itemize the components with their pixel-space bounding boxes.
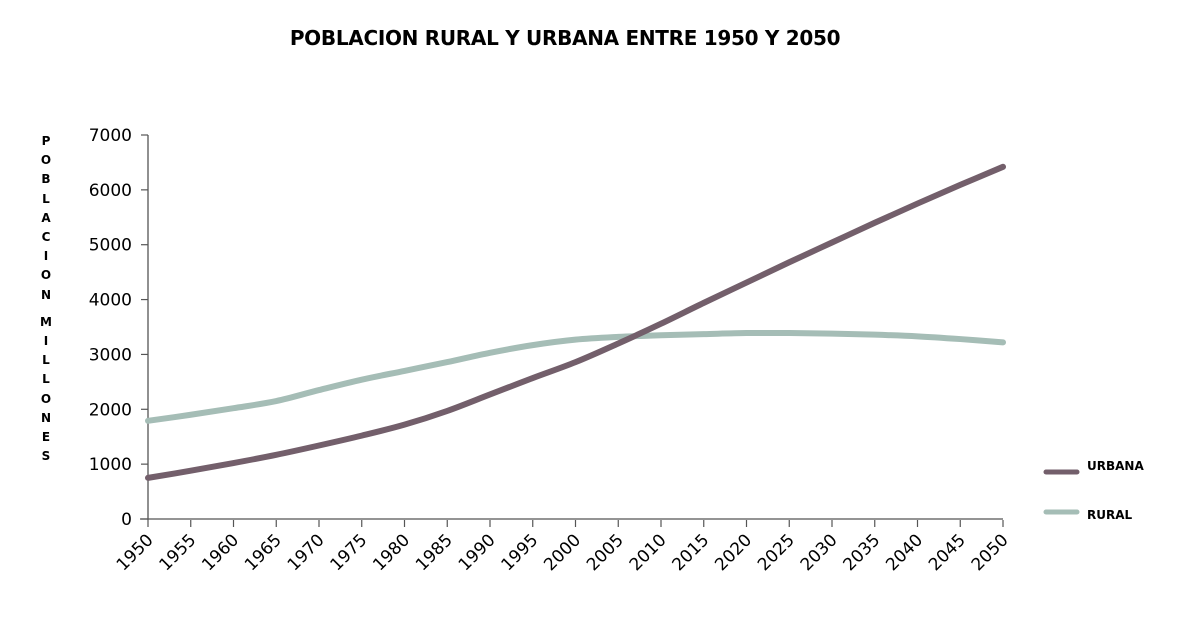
ticks: 0100020003000400050006000700019501955196… [89, 126, 1013, 575]
x-tick-label: 2010 [626, 530, 671, 575]
y-tick-label: 1000 [89, 455, 132, 475]
x-tick-label: 1975 [327, 530, 372, 575]
y-axis-label-letter: O [40, 391, 52, 406]
x-tick-label: 1990 [455, 530, 500, 575]
x-tick-label: 2015 [669, 530, 714, 575]
y-tick-label: 3000 [89, 345, 132, 365]
x-tick-label: 2020 [711, 530, 756, 575]
series-line-urbana [145, 163, 1006, 481]
legend-label-urbana: URBANA [1087, 459, 1144, 473]
y-axis-label-letter: A [41, 210, 51, 225]
y-tick-label: 0 [121, 510, 132, 530]
x-tick-label: 1995 [498, 530, 543, 575]
x-tick-label: 1985 [412, 530, 457, 575]
legend-label-rural: RURAL [1087, 508, 1133, 522]
y-tick-label: 6000 [89, 181, 132, 201]
y-axis-label-letter: M [40, 314, 52, 329]
x-tick-label: 2050 [968, 530, 1013, 575]
axes [140, 135, 1003, 520]
legend: URBANA RURAL [1043, 459, 1144, 522]
y-axis-label-letter: O [40, 153, 52, 168]
series-line-rural [145, 329, 1006, 424]
x-tick-label: 2040 [882, 530, 927, 575]
x-tick-label: 2000 [540, 530, 585, 575]
x-tick-label: 1965 [241, 530, 286, 575]
y-tick-label: 5000 [89, 236, 132, 256]
chart-title: POBLACION RURAL Y URBANA ENTRE 1950 Y 20… [289, 26, 841, 50]
x-tick-label: 2005 [583, 530, 628, 575]
y-axis-label-letter: L [42, 191, 50, 206]
y-tick-label: 7000 [89, 126, 132, 146]
y-axis-label-letter: I [43, 249, 49, 264]
x-tick-label: 2025 [754, 530, 799, 575]
y-axis-label-letter: B [41, 172, 51, 187]
x-tick-label: 2045 [925, 530, 970, 575]
y-axis-label-letter: L [42, 372, 50, 387]
y-tick-label: 2000 [89, 400, 132, 420]
y-axis-label-letter: L [42, 353, 50, 368]
y-axis-label-letter: N [40, 287, 52, 302]
y-axis-label-letter: N [40, 410, 52, 425]
y-axis-label-letter: E [41, 430, 51, 445]
y-axis-label-letter: S [41, 449, 51, 464]
y-axis-label-letter: O [40, 268, 52, 283]
series-lines [145, 163, 1006, 481]
x-tick-label: 1950 [113, 530, 158, 575]
y-axis-label-letter: I [43, 334, 49, 349]
x-tick-label: 1955 [156, 530, 201, 575]
x-tick-label: 1960 [198, 530, 243, 575]
x-tick-label: 1970 [284, 530, 329, 575]
y-axis-label-letter: C [41, 230, 51, 245]
y-axis-label-letter: P [41, 134, 51, 148]
x-tick-label: 2035 [840, 530, 885, 575]
x-tick-label: 2030 [797, 530, 842, 575]
y-tick-label: 4000 [89, 291, 132, 311]
x-tick-label: 1980 [369, 530, 414, 575]
